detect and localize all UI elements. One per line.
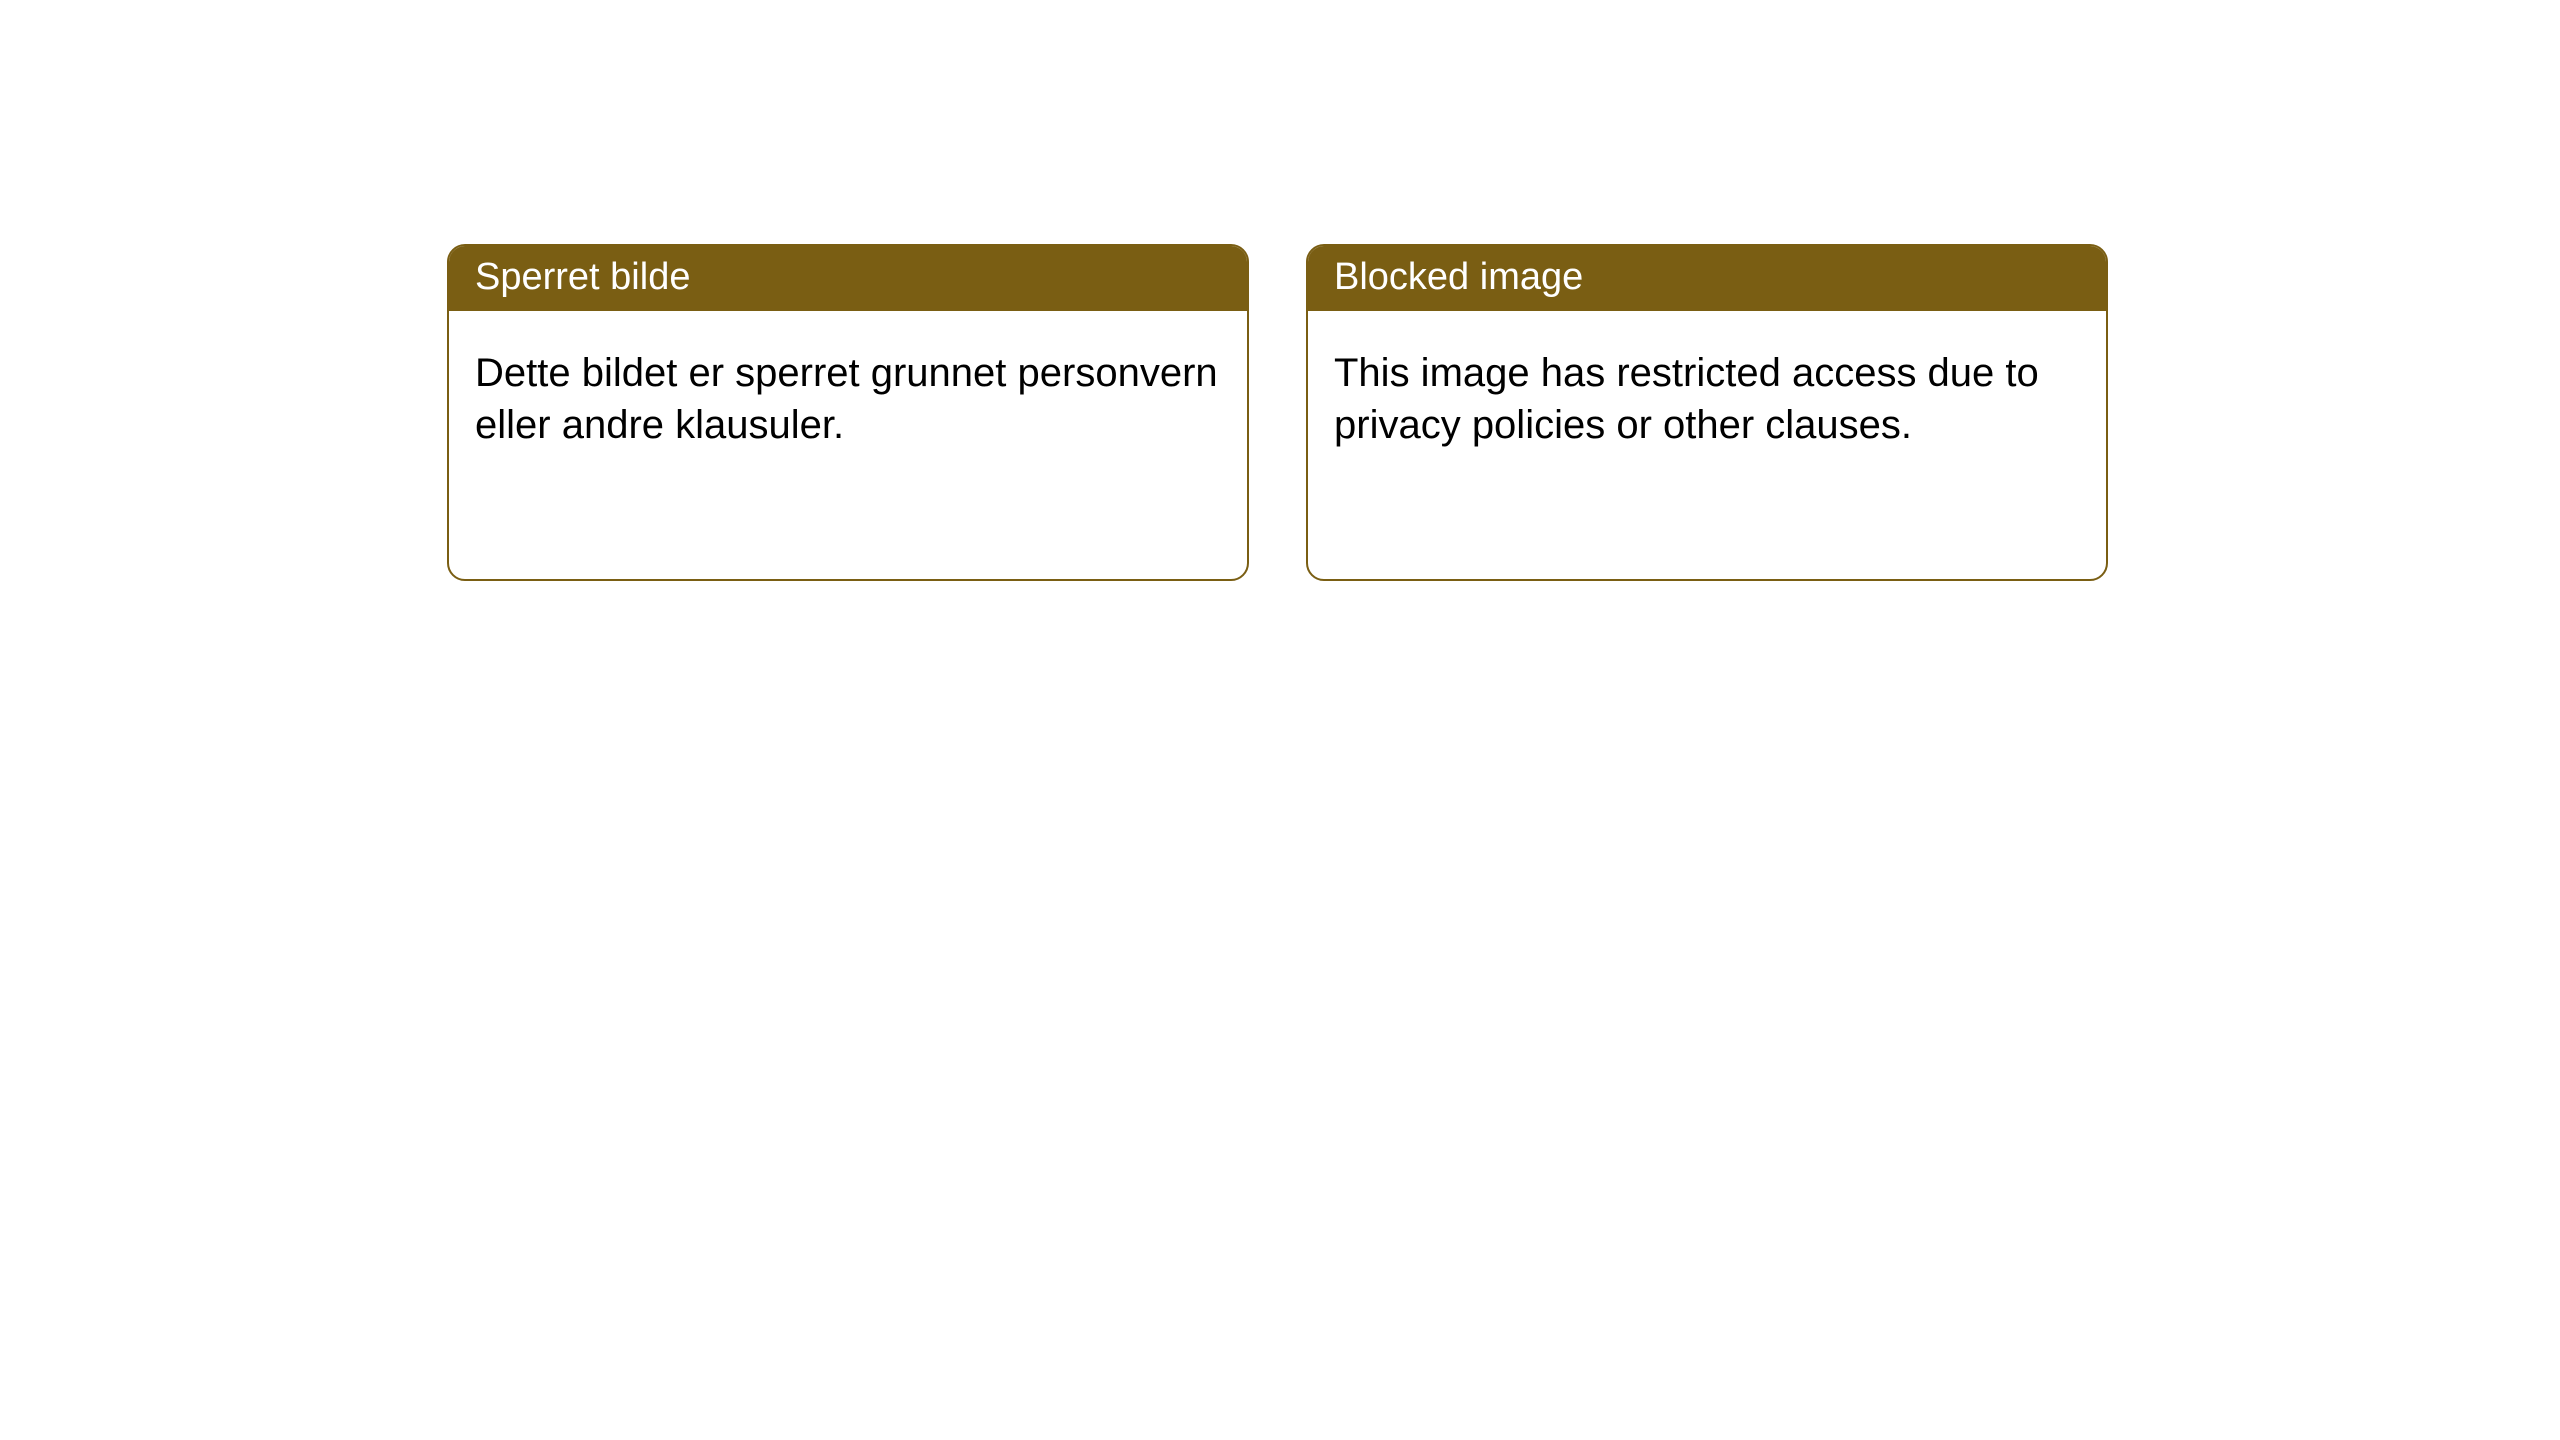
card-header: Blocked image: [1308, 246, 2106, 311]
notice-cards-container: Sperret bilde Dette bildet er sperret gr…: [447, 244, 2560, 581]
notice-card-english: Blocked image This image has restricted …: [1306, 244, 2108, 581]
card-body: This image has restricted access due to …: [1308, 311, 2106, 477]
card-header: Sperret bilde: [449, 246, 1247, 311]
notice-card-norwegian: Sperret bilde Dette bildet er sperret gr…: [447, 244, 1249, 581]
card-body: Dette bildet er sperret grunnet personve…: [449, 311, 1247, 477]
